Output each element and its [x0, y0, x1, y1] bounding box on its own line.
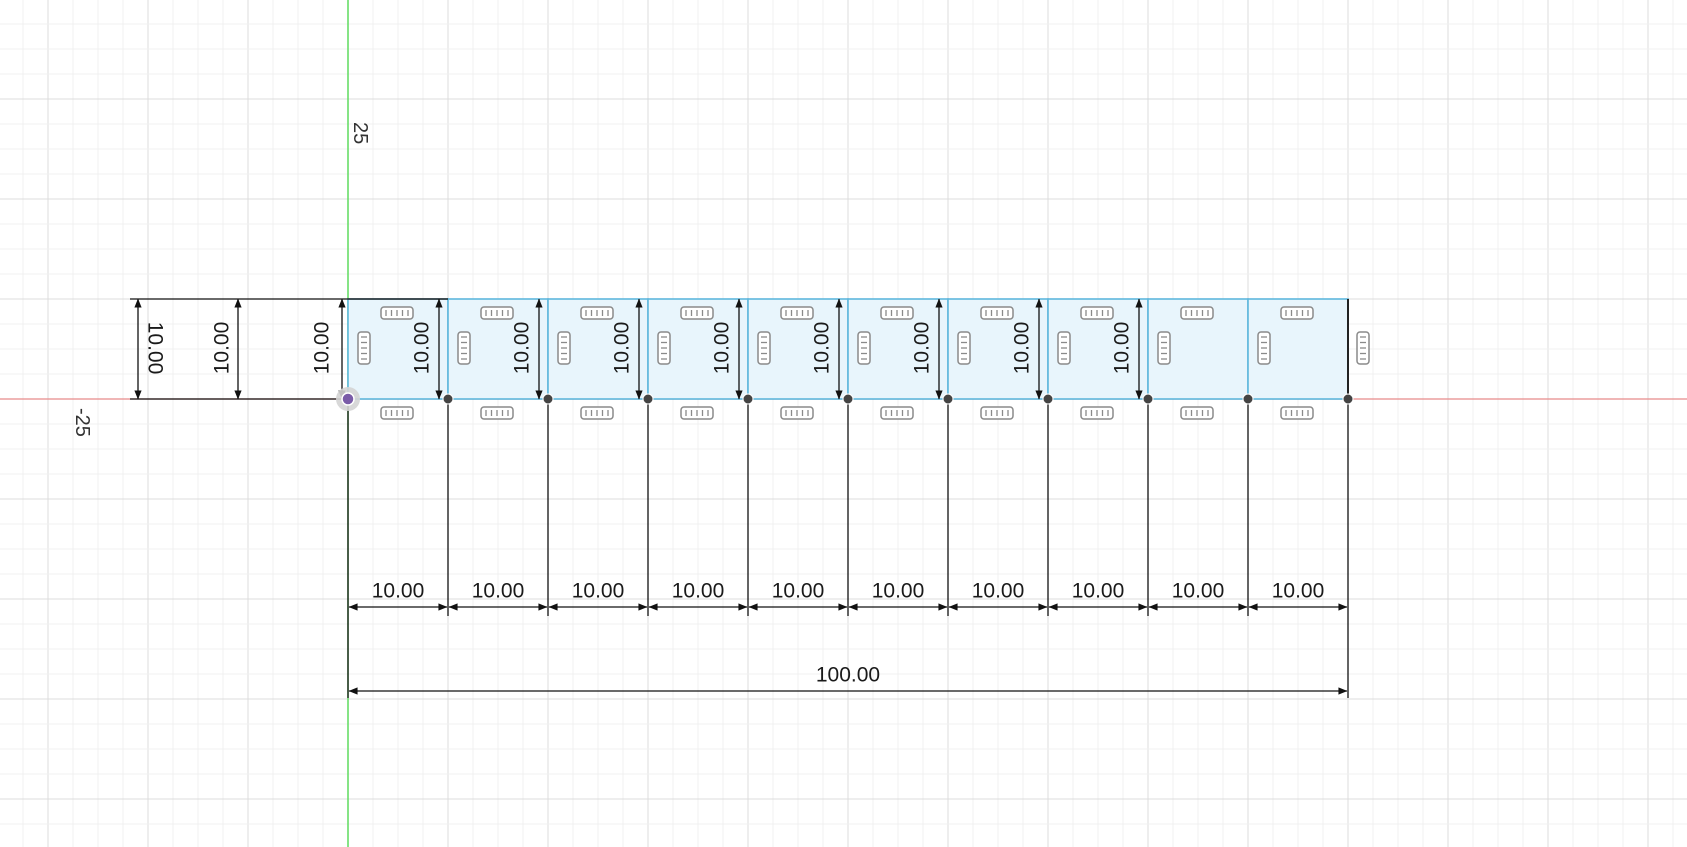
horizontal-constraint-icon [780, 406, 814, 420]
vertical-constraint-icon [357, 331, 371, 365]
vertical-dimension-square[interactable]: 10.00 [711, 298, 743, 400]
sketch-point[interactable] [1242, 393, 1254, 405]
dimension-value[interactable]: 10.00 [772, 580, 825, 603]
horizontal-constraint-icon [980, 406, 1014, 420]
horizontal-constraint-icon [480, 406, 514, 420]
horizontal-dimension-square[interactable]: 10.00 [348, 580, 448, 611]
sketch-point[interactable] [742, 393, 754, 405]
horizontal-constraint-icon [880, 306, 914, 320]
dimension-value[interactable]: 10.00 [511, 322, 534, 375]
vertical-dimension-middle[interactable]: 10.00 [211, 298, 242, 400]
dimension-value[interactable]: 100.00 [816, 664, 880, 687]
dimension-value[interactable]: 10.00 [911, 322, 934, 375]
y-axis-label: 25 [349, 122, 371, 144]
dimension-value[interactable]: 10.00 [1172, 580, 1225, 603]
dimension-value[interactable]: 10.00 [144, 322, 167, 375]
sketch-point[interactable] [642, 393, 654, 405]
horizontal-dimension-square[interactable]: 10.00 [848, 580, 948, 611]
horizontal-dimension-square[interactable]: 10.00 [548, 580, 648, 611]
sketch-point[interactable] [442, 393, 454, 405]
dimension-value[interactable]: 10.00 [472, 580, 525, 603]
horizontal-constraint-icon [880, 406, 914, 420]
dimension-value[interactable]: 10.00 [572, 580, 625, 603]
horizontal-constraint-icon [1080, 406, 1114, 420]
dimension-value[interactable]: 10.00 [872, 580, 925, 603]
sketch-points[interactable] [336, 387, 1354, 411]
sketch-point[interactable] [1142, 393, 1154, 405]
dimension-value[interactable]: 10.00 [672, 580, 725, 603]
horizontal-constraint-icon [1280, 306, 1314, 320]
vertical-constraint-icon [557, 331, 571, 365]
horizontal-constraint-icon [1180, 306, 1214, 320]
dimension-value[interactable]: 10.00 [1272, 580, 1325, 603]
horizontal-dimension-square[interactable]: 10.00 [948, 580, 1048, 611]
sketch-point[interactable] [942, 393, 954, 405]
x-axis-label: -25 [71, 408, 93, 437]
dimension-value[interactable]: 10.00 [811, 322, 834, 375]
sketch-point[interactable] [1042, 393, 1054, 405]
horizontal-constraint-icon [580, 406, 614, 420]
overall-dimension[interactable]: 100.00 [348, 664, 1348, 695]
horizontal-constraint-icon [380, 306, 414, 320]
vertical-constraint-icon [1057, 331, 1071, 365]
vertical-dimension-inner[interactable]: 10.00 [311, 298, 346, 400]
dimension-value[interactable]: 10.00 [372, 580, 425, 603]
horizontal-constraint-icon [1180, 406, 1214, 420]
dimension-value[interactable]: 10.00 [411, 322, 434, 375]
horizontal-constraint-icon [480, 306, 514, 320]
vertical-dimension-square[interactable]: 10.00 [411, 298, 443, 400]
horizontal-constraint-icon [1280, 406, 1314, 420]
vertical-constraint-icon [457, 331, 471, 365]
vertical-dimension-outer[interactable]: 10.00 [134, 298, 167, 400]
horizontal-constraint-icon [1080, 306, 1114, 320]
sketch-constraints [357, 306, 1370, 420]
horizontal-dimension-square[interactable]: 10.00 [448, 580, 548, 611]
horizontal-dimension-square[interactable]: 10.00 [648, 580, 748, 611]
horizontal-constraint-icon [980, 306, 1014, 320]
vertical-dimension-square[interactable]: 10.00 [811, 298, 843, 400]
horizontal-dimension-square[interactable]: 10.00 [1248, 580, 1348, 611]
horizontal-constraint-icon [380, 406, 414, 420]
sketch-point[interactable] [842, 393, 854, 405]
horizontal-dimension-square[interactable]: 10.00 [748, 580, 848, 611]
dimension-value[interactable]: 10.00 [211, 322, 234, 375]
horizontal-constraint-icon [680, 406, 714, 420]
vertical-dimension-square[interactable]: 10.00 [1011, 298, 1043, 400]
vertical-dimension-square[interactable]: 10.00 [911, 298, 943, 400]
vertical-constraint-icon [1356, 331, 1370, 365]
horizontal-constraint-icon [580, 306, 614, 320]
vertical-dimension-square[interactable]: 10.00 [511, 298, 543, 400]
vertical-constraint-icon [957, 331, 971, 365]
sketch-point[interactable] [1342, 393, 1354, 405]
horizontal-constraint-icon [680, 306, 714, 320]
dimension-value[interactable]: 10.00 [972, 580, 1025, 603]
vertical-constraint-icon [757, 331, 771, 365]
vertical-constraint-icon [1257, 331, 1271, 365]
vertical-constraint-icon [1157, 331, 1171, 365]
sketch-dimensions[interactable]: 10.00 10.00 10.00 10.00 10.00 10.00 10.00 10.00… [130, 298, 1349, 698]
horizontal-dimension-square[interactable]: 10.00 [1148, 580, 1248, 611]
dimension-value[interactable]: 10.00 [1111, 322, 1134, 375]
dimension-value[interactable]: 10.00 [711, 322, 734, 375]
dimension-value[interactable]: 10.00 [311, 322, 334, 375]
vertical-dimension-square[interactable]: 10.00 [1111, 298, 1143, 400]
vertical-constraint-icon [857, 331, 871, 365]
horizontal-dimension-square[interactable]: 10.00 [1048, 580, 1148, 611]
dimension-value[interactable]: 10.00 [1072, 580, 1125, 603]
vertical-constraint-icon [657, 331, 671, 365]
sketch-point[interactable] [542, 393, 554, 405]
dimension-value[interactable]: 10.00 [611, 322, 634, 375]
dimension-value[interactable]: 10.00 [1011, 322, 1034, 375]
horizontal-constraint-icon [780, 306, 814, 320]
vertical-dimension-square[interactable]: 10.00 [611, 298, 643, 400]
origin-point[interactable] [336, 387, 360, 411]
